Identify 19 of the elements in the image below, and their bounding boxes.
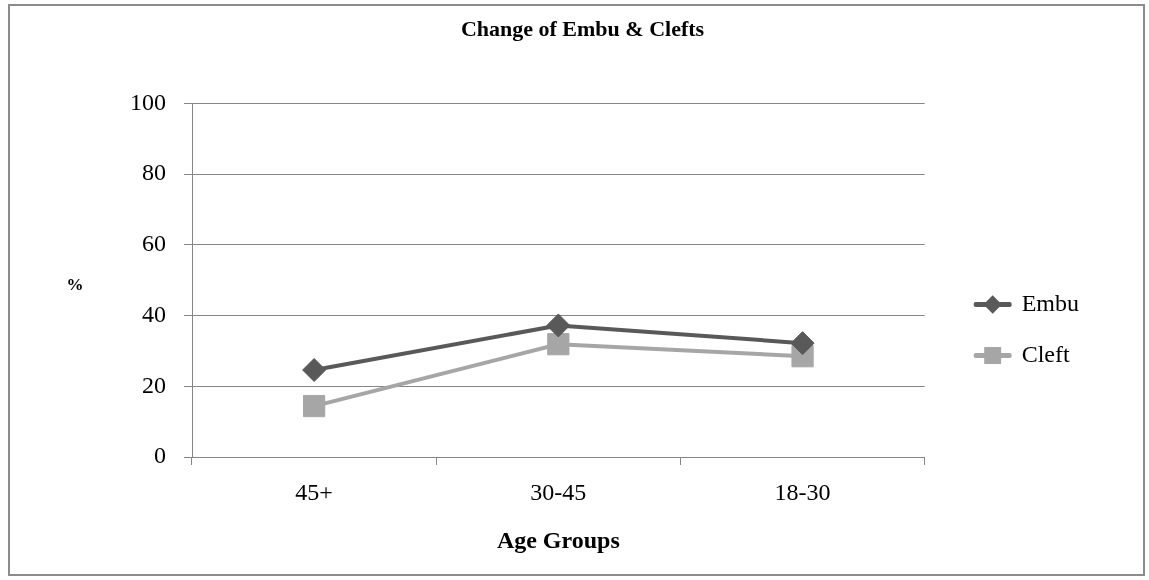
- chart-title: Change of Embu & Clefts: [460, 15, 705, 41]
- y-tick-label: 100: [130, 88, 166, 115]
- y-tick-label: 60: [142, 230, 166, 257]
- y-tick-label: 0: [154, 442, 166, 469]
- x-tick-label: 45+: [295, 478, 333, 505]
- point: [546, 313, 571, 338]
- legend-label: Cleft: [1021, 340, 1070, 367]
- y-axis-title: %: [66, 274, 84, 294]
- y-tick-label: 80: [142, 159, 166, 186]
- y-tick-label: 20: [142, 371, 166, 398]
- x-tick-label: 18-30: [774, 478, 831, 505]
- x-tick-label: 30-45: [530, 478, 587, 505]
- x-axis-title: Age Groups: [496, 526, 620, 553]
- legend-label: Embu: [1021, 289, 1079, 316]
- point: [790, 331, 815, 356]
- y-tick-label: 40: [142, 300, 166, 327]
- point: [302, 358, 327, 383]
- point: [303, 394, 326, 418]
- point: [547, 333, 570, 356]
